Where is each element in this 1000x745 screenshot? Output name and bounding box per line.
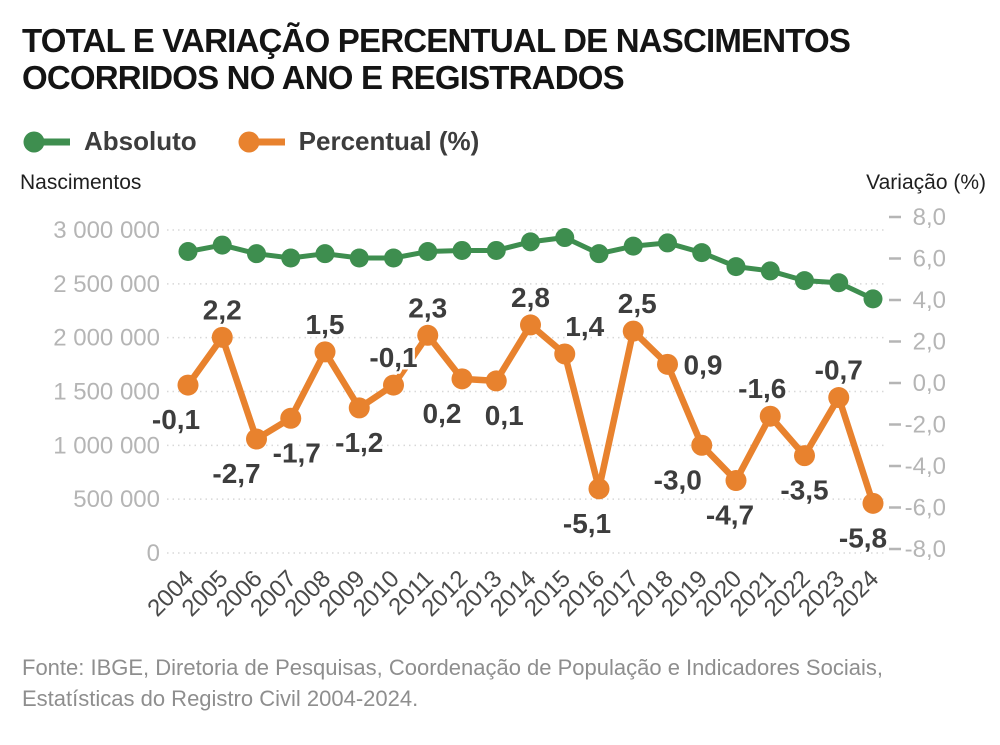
percentual-point (280, 407, 302, 429)
percent-data-label: -1,6 (738, 373, 786, 404)
absoluto-point (418, 242, 438, 262)
absoluto-point (349, 248, 369, 268)
percentual-point (794, 445, 815, 467)
left-axis-tick: 2 000 000 (53, 325, 160, 352)
right-axis-tick: -8,0 (905, 536, 946, 563)
percent-data-label: -0,7 (815, 355, 863, 386)
right-axis-tick: -2,0 (905, 412, 946, 439)
percent-data-label: 1,5 (306, 309, 345, 340)
absoluto-point (726, 257, 746, 277)
right-axis-tick: 4,0 (913, 287, 946, 314)
source-note: Fonte: IBGE, Diretoria de Pesquisas, Coo… (22, 655, 883, 711)
absoluto-point (212, 235, 232, 255)
chart-title-line1: TOTAL E VARIAÇÃO PERCENTUAL DE NASCIMENT… (22, 22, 851, 59)
percent-data-label: -2,7 (212, 458, 260, 489)
percent-data-label: -1,7 (273, 437, 321, 468)
percentual-point (554, 343, 576, 365)
absoluto-point (589, 244, 609, 264)
absoluto-point (281, 248, 301, 268)
percentual-point (383, 374, 404, 396)
percentual-point (828, 387, 850, 409)
percent-data-label: 1,4 (565, 311, 604, 342)
right-axis-tick: -6,0 (905, 495, 946, 522)
right-axis-tick: 2,0 (913, 329, 946, 356)
percentual-point (177, 374, 199, 396)
percent-data-label: -0,1 (369, 342, 417, 373)
percentual-point (348, 397, 370, 419)
absoluto-point (486, 240, 506, 260)
percent-data-label: -0,1 (152, 404, 200, 435)
absoluto-point (178, 242, 198, 262)
percent-data-label: -3,5 (780, 475, 828, 506)
percentual-point (862, 492, 884, 514)
absoluto-point (521, 232, 540, 252)
percentual-point (759, 405, 781, 427)
absoluto-point (760, 261, 780, 281)
left-axis-tick: 1 000 000 (53, 432, 160, 459)
percent-data-label: -1,2 (335, 427, 383, 458)
percentual-point (588, 478, 610, 500)
percent-data-label: -5,1 (563, 508, 611, 539)
left-axis-tick: 2 500 000 (53, 271, 160, 298)
percentual-point (657, 353, 678, 375)
absoluto-point (384, 248, 403, 268)
legend-key-icon (238, 131, 285, 152)
percent-data-label: 0,2 (423, 398, 462, 429)
legend-item-percentual: Percentual (%) (235, 126, 480, 157)
legend-label: Percentual (%) (298, 126, 480, 156)
chart-title: TOTAL E VARIAÇÃO PERCENTUAL DE NASCIMENT… (22, 22, 851, 96)
percentual-point (314, 341, 336, 363)
left-axis-tick: 0 (147, 540, 160, 567)
percentual-point (451, 368, 473, 390)
percentual-point (691, 434, 713, 456)
percentual-point (485, 370, 507, 392)
absoluto-point (795, 271, 814, 291)
legend: Absoluto Percentual (%) (20, 126, 479, 157)
absoluto-point (315, 244, 335, 264)
left-axis-tick: 3 000 000 (53, 217, 160, 244)
absoluto-point (555, 228, 575, 248)
percent-data-label: 2,8 (511, 282, 550, 313)
absoluto-point (452, 240, 472, 260)
right-axis-tick: 0,0 (913, 370, 946, 397)
absoluto-point (623, 236, 643, 256)
percent-data-label: -4,7 (706, 500, 754, 531)
percentual-point (520, 314, 541, 336)
percentual-point (246, 428, 267, 450)
left-axis-tick: 1 500 000 (53, 379, 160, 406)
percent-data-label: 0,9 (684, 349, 723, 380)
right-axis-tick: 8,0 (913, 204, 946, 231)
right-axis-tick: -4,0 (905, 453, 946, 480)
percent-data-label: 2,2 (203, 294, 242, 325)
legend-item-absoluto: Absoluto (20, 126, 197, 157)
right-axis-tick: 6,0 (913, 246, 946, 273)
percentual-point (622, 320, 644, 342)
percent-data-label: 2,5 (618, 288, 657, 319)
absoluto-point (658, 233, 677, 253)
absoluto-point (829, 273, 849, 293)
percent-data-label: -5,8 (839, 522, 887, 553)
absoluto-point (247, 244, 266, 264)
percent-data-label: 2,3 (408, 292, 447, 323)
percentual-point (211, 326, 233, 348)
absoluto-point (692, 243, 712, 263)
legend-key-icon (23, 131, 70, 152)
percentual-point (417, 324, 439, 346)
percentual-point (725, 470, 747, 492)
left-axis-tick: 500 000 (73, 486, 160, 513)
absoluto-point (863, 289, 883, 309)
left-axis-title: Nascimentos (20, 171, 142, 194)
percent-data-label: -3,0 (654, 464, 702, 495)
legend-label: Absoluto (84, 126, 197, 156)
chart-title-line2: OCORRIDOS NO ANO E REGISTRADOS (22, 59, 625, 96)
percent-data-label: 0,1 (485, 400, 524, 431)
right-axis-title: Variação (%) (866, 171, 986, 194)
